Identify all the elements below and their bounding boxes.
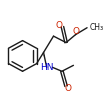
Text: O: O <box>56 21 63 30</box>
Text: O: O <box>73 27 80 36</box>
Text: CH₃: CH₃ <box>90 23 104 32</box>
Text: HN: HN <box>40 63 53 72</box>
Text: O: O <box>65 84 72 93</box>
